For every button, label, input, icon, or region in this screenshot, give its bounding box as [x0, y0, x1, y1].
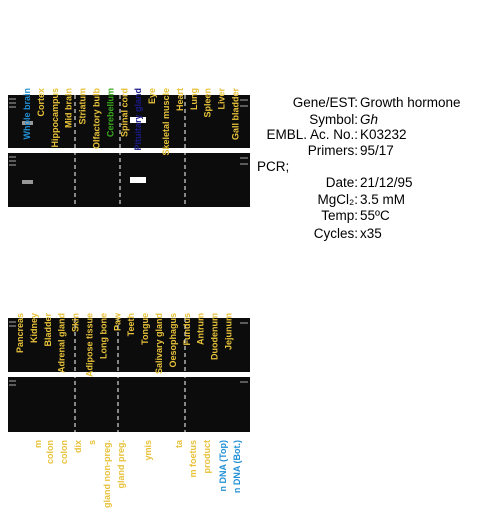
- lane-label: Jejunum: [224, 313, 234, 350]
- info-value: Growth hormone: [360, 95, 461, 110]
- lane-label: Cortex: [36, 88, 46, 117]
- info-key: Cycles:: [314, 226, 358, 241]
- lane-label: Spleen: [203, 88, 213, 118]
- lane-label: colon: [45, 440, 55, 464]
- lane-label: Heart: [175, 88, 185, 111]
- info-key: Primers:: [308, 143, 358, 158]
- lane-label: Olfactory bulb: [92, 88, 102, 150]
- band: [22, 121, 33, 125]
- info-value: 55ºC: [360, 208, 390, 223]
- lane-label: Gall bladder: [231, 88, 241, 141]
- lane-label: ymis: [143, 440, 153, 461]
- lane-label: Duodenum: [210, 313, 220, 360]
- lane-label: s: [87, 440, 97, 445]
- info-block: Gene/EST: Growth hormone Symbol: Gh EMBL…: [257, 95, 461, 241]
- info-value: x35: [360, 226, 382, 241]
- info-value: 3.5 mM: [360, 192, 405, 207]
- lane-label: Whole brain: [22, 88, 32, 140]
- lane-dividers: [74, 95, 186, 432]
- lane-label: Pancreas: [15, 313, 25, 353]
- info-key: EMBL. Ac. No.:: [266, 127, 358, 142]
- lane-label: Cerebellum: [105, 88, 115, 137]
- ladder: [9, 98, 248, 386]
- info-key: MgCl₂:: [318, 192, 359, 207]
- lane-label: Skin: [71, 313, 81, 332]
- lane-label: Tongue: [140, 313, 150, 345]
- info-value: 21/12/95: [360, 175, 413, 190]
- info-key: Gene/EST:: [293, 95, 358, 110]
- pcr-heading: PCR;: [257, 159, 289, 174]
- info-value: 95/17: [360, 143, 394, 158]
- info-key: Symbol:: [309, 112, 358, 127]
- info-value: Gh: [360, 112, 378, 127]
- band: [130, 117, 146, 123]
- lane-label: colon: [59, 440, 69, 464]
- lane-label: n DNA (Top): [218, 440, 228, 491]
- lane-label: Adipose tissue: [85, 313, 95, 377]
- info-key: Temp:: [321, 208, 358, 223]
- lane-label: Teeth: [126, 313, 136, 336]
- band: [22, 180, 33, 184]
- gel: [8, 377, 250, 432]
- gel: [8, 95, 250, 148]
- gel-top-2: [8, 153, 250, 207]
- lane-label: Striatum: [78, 88, 88, 125]
- lane-label: Antrum: [196, 313, 206, 345]
- lane-label: Kidney: [29, 313, 39, 343]
- lane-label: gland preg.: [116, 440, 126, 489]
- lane-label: Long bone: [98, 313, 108, 359]
- lane-label: Hippocampus: [50, 88, 60, 148]
- ladders: [9, 98, 248, 386]
- lane-label: Skeletal muscle: [161, 88, 171, 156]
- lane-label: gland non-preg.: [102, 440, 112, 508]
- lane-label: Lung: [189, 88, 199, 110]
- lane-label: Oesophagus: [168, 313, 178, 368]
- lane-label: Mid brain: [64, 88, 74, 128]
- lane-label: Salivary gland: [154, 313, 164, 374]
- lane-label: product: [202, 440, 212, 474]
- lane-label: Eye: [147, 88, 157, 104]
- lane-label: Adrenal gland: [57, 313, 67, 373]
- gel: [8, 318, 250, 372]
- lane-label: Pituitary gland: [133, 88, 143, 151]
- band: [130, 177, 146, 183]
- lane-label: dix: [73, 440, 83, 453]
- lane-label: Liver: [217, 88, 227, 110]
- gel: [8, 153, 250, 207]
- info-key: Date:: [326, 175, 358, 190]
- lane-label: Spinal cord: [119, 88, 129, 137]
- lane-label: m foetus: [188, 440, 198, 478]
- lane-label: Fundus: [182, 313, 192, 346]
- info-value: K03232: [360, 127, 407, 142]
- lane-label: m: [33, 440, 43, 448]
- lane-label: Bladder: [43, 313, 53, 347]
- lane-label: Paw: [112, 312, 122, 331]
- lane-label: n DNA (Bot.): [232, 440, 242, 493]
- gel-top-1: [8, 95, 250, 148]
- lane-label: ta: [174, 439, 184, 448]
